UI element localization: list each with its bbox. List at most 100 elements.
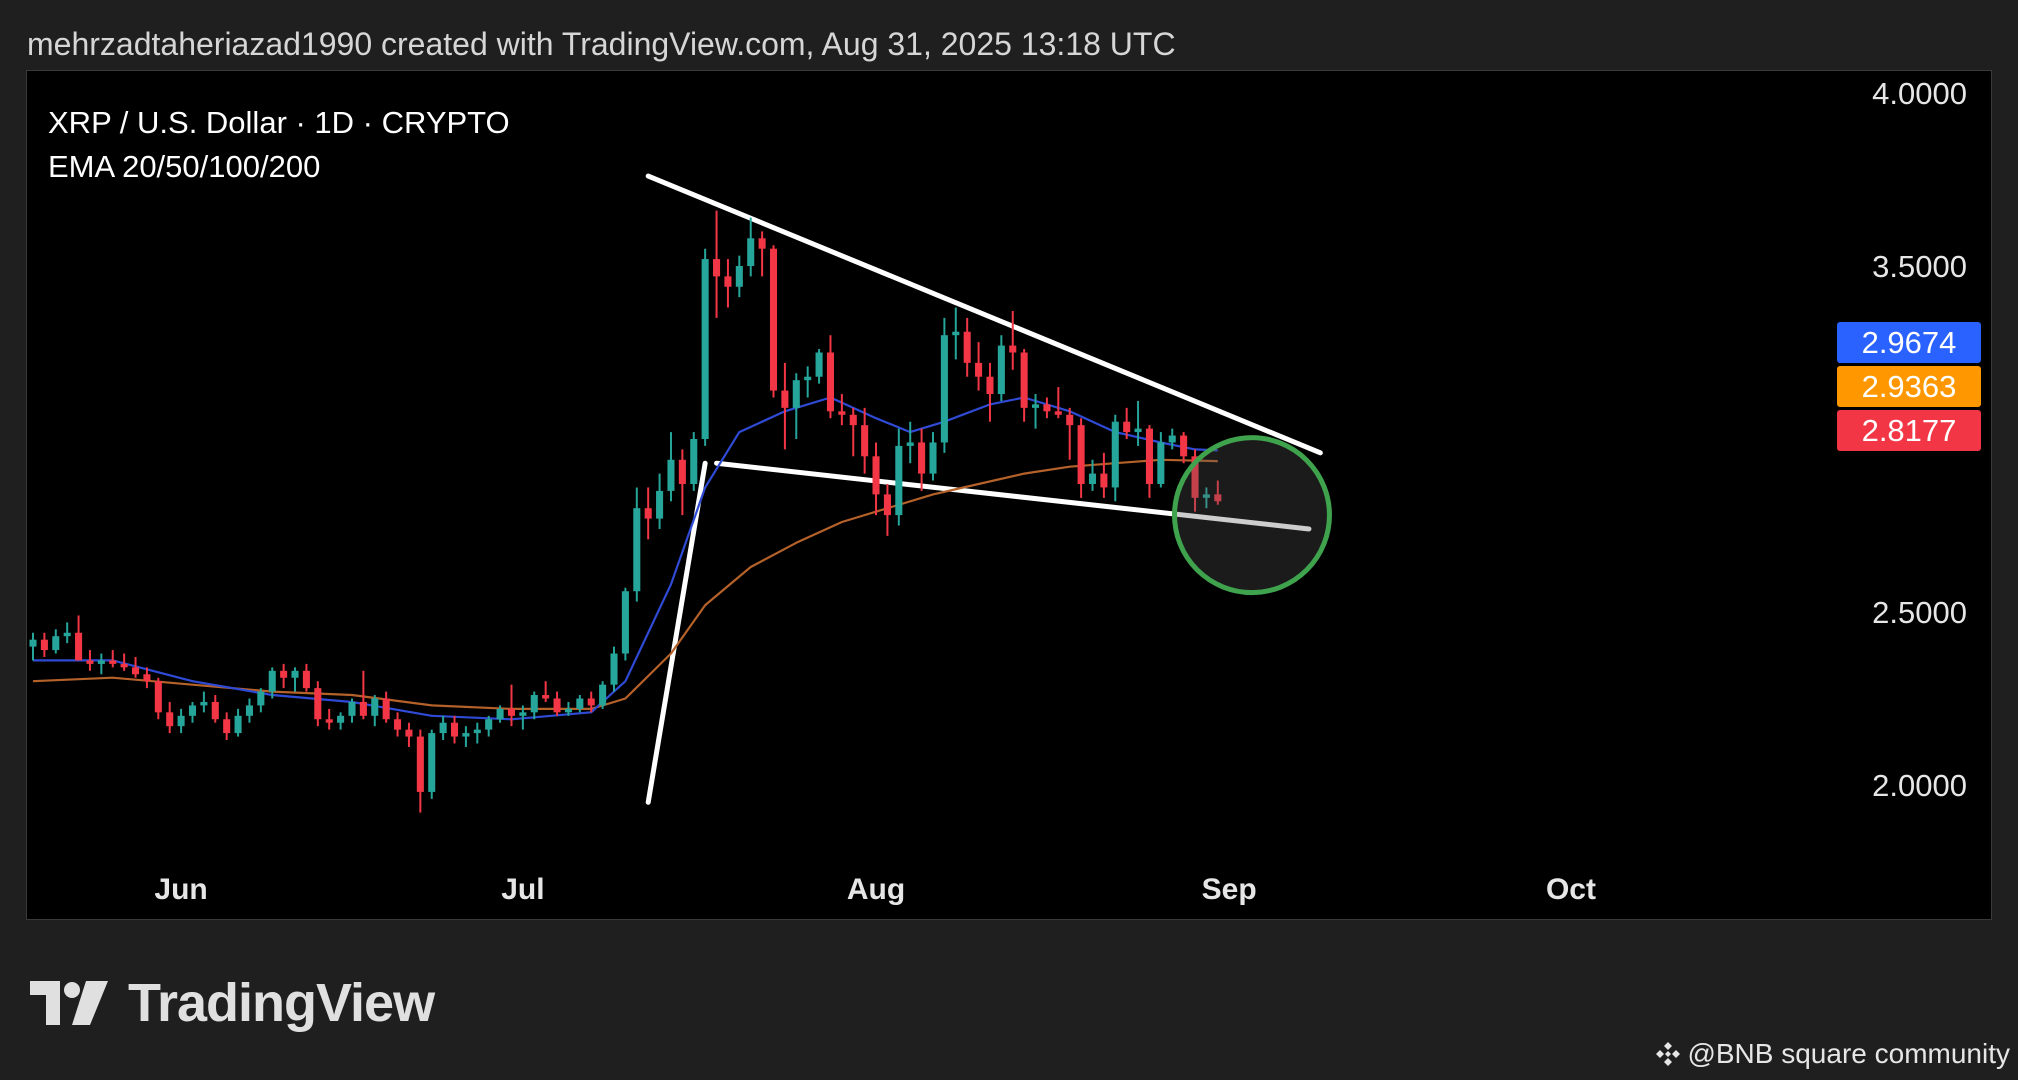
highlight-circle — [1172, 435, 1332, 596]
candle — [564, 701, 572, 716]
candle-body — [792, 380, 800, 408]
candle-body — [325, 719, 333, 723]
candle-body — [861, 425, 869, 457]
candles-layer — [29, 210, 1222, 813]
candle — [382, 691, 390, 723]
candle-body — [473, 729, 481, 734]
candle — [792, 373, 800, 439]
candle-body — [394, 719, 402, 730]
candle-body — [542, 695, 550, 699]
candle-body — [826, 352, 834, 412]
candle — [519, 705, 527, 730]
candle — [496, 705, 504, 723]
candle — [1134, 400, 1142, 446]
candle — [1032, 394, 1040, 429]
candle-body — [963, 331, 971, 363]
candle — [428, 729, 436, 799]
candle — [747, 217, 755, 277]
candle-body — [496, 708, 504, 720]
candle — [633, 487, 641, 602]
candle-body — [667, 459, 675, 491]
candle — [223, 712, 231, 741]
candle — [656, 473, 664, 529]
candle — [849, 407, 857, 457]
candle-body — [1066, 414, 1074, 426]
trendline — [714, 460, 1312, 532]
candle — [1088, 459, 1097, 491]
price-chart[interactable]: 4.0000 3.5000 2.5000 2.0000 Jun Jul Aug Sep Oct … — [26, 70, 1992, 920]
chart-canvas[interactable]: 4.0000 3.5000 2.5000 2.0000 Jun Jul Aug Sep Oct — [27, 71, 1993, 921]
candle-body — [223, 719, 231, 734]
candle-body — [154, 681, 162, 713]
candle — [701, 248, 709, 446]
x-tick-label: Sep — [1202, 873, 1257, 906]
candle — [690, 432, 698, 491]
candle-body — [337, 715, 345, 723]
price-tag: 2.9363 — [1837, 366, 1981, 407]
candle — [542, 681, 550, 702]
candle-body — [804, 376, 812, 381]
candle-body — [599, 684, 607, 706]
candle-body — [758, 238, 766, 249]
overlay-layer — [1172, 435, 1332, 596]
candle — [416, 729, 424, 813]
candle — [337, 712, 345, 730]
candle — [371, 695, 379, 727]
candle — [177, 708, 185, 734]
trendline — [645, 460, 708, 805]
candle — [63, 622, 71, 644]
candle-body — [644, 508, 652, 519]
candle — [507, 684, 516, 727]
candle — [576, 695, 584, 713]
candle-body — [291, 670, 299, 678]
candle — [302, 663, 310, 692]
candle — [109, 650, 117, 668]
candle-body — [188, 705, 197, 716]
tradingview-logo-icon — [30, 981, 108, 1025]
candle — [188, 701, 197, 723]
candle — [963, 317, 971, 377]
price-tag: 2.9674 — [1837, 322, 1981, 363]
y-tick-label: 3.5000 — [1872, 249, 1967, 284]
candle — [1214, 480, 1222, 505]
candle-body — [462, 733, 470, 737]
candle-body — [63, 632, 71, 637]
price-tag: 2.8177 — [1837, 410, 1981, 451]
candle-body — [245, 705, 253, 716]
candle — [234, 708, 242, 737]
symbol-title: XRP / U.S. Dollar · 1D · CRYPTO — [48, 105, 510, 140]
candle-body — [713, 259, 721, 277]
candle-body — [485, 719, 493, 730]
candle-body — [564, 708, 572, 713]
candle-body — [576, 698, 584, 709]
brand-name: TradingView — [128, 973, 435, 1033]
candle-body — [1077, 425, 1085, 484]
candle — [1020, 349, 1028, 422]
candle — [1054, 387, 1062, 419]
candle-body — [918, 442, 926, 474]
candle-body — [621, 591, 629, 654]
candle — [804, 366, 812, 398]
candle — [1100, 452, 1108, 498]
axis-labels: 4.0000 3.5000 2.5000 2.0000 Jun Jul Aug Sep Oct — [154, 76, 1967, 906]
candle-body — [1134, 428, 1142, 433]
candle — [40, 632, 48, 657]
candle — [143, 667, 151, 689]
ema-slow-line — [32, 458, 1218, 711]
candle-body — [1054, 411, 1062, 415]
candle-body — [975, 362, 983, 377]
candle — [211, 695, 219, 723]
y-tick-label: 2.0000 — [1872, 768, 1967, 803]
candle — [485, 715, 493, 737]
candle — [986, 362, 994, 422]
candle-body — [849, 414, 857, 426]
candle — [621, 587, 629, 661]
candle-body — [166, 712, 174, 727]
candle-body — [416, 736, 424, 792]
candle-body — [1168, 435, 1176, 443]
candle — [929, 432, 937, 481]
candle-body — [769, 248, 778, 391]
x-tick-label: Jul — [501, 873, 544, 906]
candle — [359, 670, 367, 720]
candle-body — [997, 345, 1005, 395]
